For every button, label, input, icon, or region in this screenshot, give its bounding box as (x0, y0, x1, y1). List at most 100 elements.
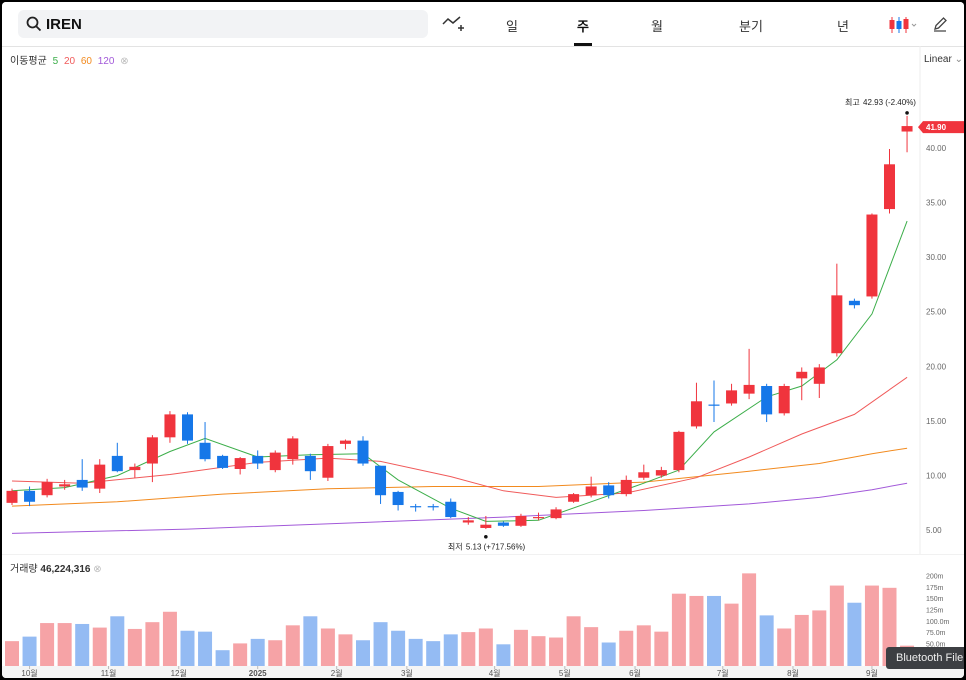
x-tick-label: 8월 (787, 668, 799, 678)
volume-bar (338, 634, 353, 666)
volume-tick-label: 100.0m (926, 619, 950, 626)
y-tick-label: 10.00 (926, 472, 947, 481)
volume-bar (864, 585, 879, 666)
candle-body (234, 458, 246, 469)
volume-bar (601, 642, 616, 666)
pencil-icon[interactable] (932, 16, 948, 32)
tab-quarter[interactable]: 분기 (739, 19, 763, 34)
x-tick-label: 7월 (717, 668, 729, 678)
x-tick-label: 2025 (249, 669, 267, 678)
volume-bar (654, 631, 669, 666)
candle-body (24, 490, 36, 502)
volume-bar (408, 638, 423, 666)
candle-body (269, 452, 281, 471)
x-tick-label: 3월 (401, 668, 413, 678)
x-tick-label: 2월 (331, 668, 343, 678)
x-tick-label: 12월 (171, 668, 187, 678)
candle-body (726, 390, 738, 404)
last-price-tag (918, 121, 964, 134)
volume-bar (268, 640, 283, 666)
candle-body (445, 501, 457, 518)
search-icon (26, 16, 42, 32)
volume-bar (443, 634, 458, 666)
volume-tick-label: 50.0m (926, 641, 946, 648)
volume-bar (233, 643, 248, 666)
x-axis-strip (2, 666, 964, 678)
volume-bar (215, 650, 230, 666)
x-tick-label: 5월 (559, 668, 571, 678)
candle-body (410, 506, 422, 508)
volume-bar (724, 603, 739, 666)
candle-body (497, 522, 509, 526)
candle-body (673, 431, 685, 471)
scale-selector[interactable]: Linear ⌄ (924, 54, 963, 65)
y-tick-label: 30.00 (926, 253, 947, 262)
volume-bar (250, 638, 265, 666)
candle-body (252, 455, 264, 464)
volume-bar (162, 611, 177, 666)
close-volume-icon[interactable]: ⊗ (93, 564, 102, 575)
tab-month[interactable]: 월 (651, 19, 663, 34)
high-annotation-value: 42.93 (-2.40%) (863, 98, 916, 107)
volume-bar (812, 610, 827, 666)
candle-body (515, 515, 527, 526)
chevron-down-icon: ⌄ (954, 54, 963, 65)
volume-bar (320, 628, 335, 666)
y-tick-label: 5.00 (926, 526, 942, 535)
volume-tick-label: 125m (926, 608, 944, 615)
volume-bar (566, 616, 581, 666)
search-query: IREN (46, 16, 82, 33)
low-marker (484, 534, 488, 539)
volume-bar (671, 593, 686, 666)
volume-chart[interactable]: 200m 175m 150m 125m 100.0m 75.0m 50.0m 10월 11월 12… (2, 554, 964, 678)
volume-value: 46,224,316 (40, 564, 91, 575)
tab-week[interactable]: 주 (577, 19, 589, 34)
volume-bar (636, 625, 651, 666)
candle-body (550, 509, 562, 519)
compare-icon[interactable] (442, 14, 464, 34)
tab-day[interactable]: 일 (506, 19, 518, 34)
symbol-search[interactable]: IREN (18, 10, 428, 38)
volume-bar (742, 573, 757, 666)
tab-year[interactable]: 년 (837, 19, 849, 34)
volume-bar (285, 625, 300, 666)
close-legend-icon[interactable]: ⊗ (120, 56, 129, 67)
ma120-line (11, 482, 908, 534)
ma5-label: 5 (52, 56, 59, 67)
candle-body (778, 385, 790, 414)
candle-body (6, 490, 18, 503)
volume-bar (373, 622, 388, 666)
volume-bar (75, 623, 90, 666)
ma20-line (11, 376, 908, 498)
x-tick-label: 4월 (489, 668, 501, 678)
volume-bar (513, 629, 528, 666)
volume-bar (303, 616, 318, 666)
volume-tick-label: 75.0m (926, 630, 946, 637)
candle-body (813, 367, 825, 384)
chart-type-candle-icon[interactable] (888, 16, 918, 34)
candle-body (831, 295, 843, 354)
candle-body (480, 524, 492, 528)
candle-body (462, 520, 474, 523)
volume-bar (794, 614, 809, 666)
volume-bar (531, 636, 546, 666)
price-chart[interactable]: 5.00 10.00 15.00 20.00 25.00 30.00 35.00 40.00 최… (2, 46, 964, 556)
volume-bar (461, 632, 476, 666)
volume-bar (829, 585, 844, 666)
volume-bar (40, 623, 55, 666)
candle-body (357, 440, 369, 464)
x-tick-label: 6월 (629, 668, 641, 678)
volume-bar (5, 641, 19, 666)
candle-body (41, 482, 53, 496)
candle-body (164, 414, 176, 438)
volume-tick-label: 150m (926, 596, 944, 603)
candle-body (111, 455, 123, 472)
x-tick-label: 9월 (866, 668, 878, 678)
volume-legend: 거래량 46,224,316 ⊗ (10, 560, 102, 575)
volume-bar (847, 602, 862, 666)
candle-body (146, 437, 158, 464)
candle-body (848, 300, 860, 306)
volume-bar (180, 630, 195, 666)
volume-bar (22, 636, 37, 666)
